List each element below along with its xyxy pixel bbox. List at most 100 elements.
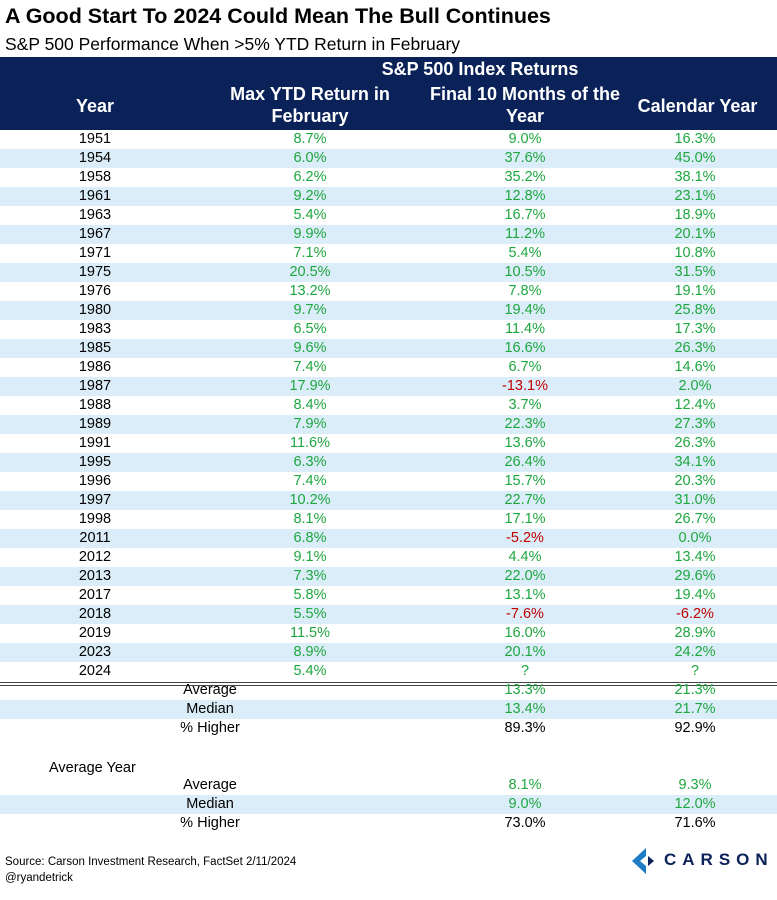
calendar-year-cell: 12.4%	[674, 397, 716, 413]
table-row: 1986 7.4% 6.7% 14.6%	[0, 358, 777, 377]
header-final-10-months: Final 10 Months of the Year	[429, 84, 620, 126]
table-row: 1987 17.9% -13.1% 2.0%	[0, 377, 777, 396]
summary-calendar-year: 92.9%	[674, 720, 716, 736]
year-cell: 1954	[78, 150, 112, 166]
year-cell: 1980	[78, 302, 112, 318]
calendar-year-cell: 19.1%	[674, 283, 716, 299]
table-row: 1961 9.2% 12.8% 23.1%	[0, 187, 777, 206]
table-row: 1958 6.2% 35.2% 38.1%	[0, 168, 777, 187]
table-row: 1985 9.6% 16.6% 26.3%	[0, 339, 777, 358]
max-ytd-cell: 6.5%	[293, 321, 327, 337]
table-row: 1996 7.4% 15.7% 20.3%	[0, 472, 777, 491]
year-cell: 2017	[78, 587, 112, 603]
final-10-months-cell: 11.4%	[504, 321, 546, 337]
summary-row: Average 13.3% 21.3%	[0, 681, 777, 700]
summary-calendar-year: 9.3%	[678, 777, 712, 793]
header-max-ytd: Max YTD Return in February	[230, 84, 390, 126]
summary-label: Median	[186, 796, 234, 812]
year-cell: 1961	[78, 188, 112, 204]
max-ytd-cell: 8.7%	[293, 131, 327, 147]
year-cell: 2018	[78, 606, 112, 622]
year-cell: 2012	[78, 549, 112, 565]
year-cell: 2023	[78, 644, 112, 660]
year-cell: 1987	[78, 378, 112, 394]
logo-text: CARSON	[664, 850, 774, 869]
final-10-months-cell: 5.4%	[508, 245, 542, 261]
max-ytd-cell: 5.8%	[293, 587, 327, 603]
year-cell: 1988	[78, 397, 112, 413]
table-row: 1975 20.5% 10.5% 31.5%	[0, 263, 777, 282]
calendar-year-cell: 34.1%	[674, 454, 716, 470]
year-cell: 2024	[78, 663, 112, 679]
chart-title: A Good Start To 2024 Could Mean The Bull…	[5, 4, 551, 28]
average-year-label: Average Year	[49, 760, 136, 776]
carson-chevron-icon	[632, 848, 654, 874]
max-ytd-cell: 9.6%	[293, 340, 327, 356]
author-handle: @ryandetrick	[5, 872, 73, 884]
calendar-year-cell: 2.0%	[678, 378, 712, 394]
max-ytd-cell: 9.2%	[293, 188, 327, 204]
summary-label: Average	[183, 777, 237, 793]
max-ytd-cell: 6.8%	[293, 530, 327, 546]
year-cell: 1963	[78, 207, 112, 223]
table-row: 2023 8.9% 20.1% 24.2%	[0, 643, 777, 662]
header-year: Year	[75, 96, 115, 116]
summary-label: % Higher	[180, 720, 240, 736]
max-ytd-cell: 7.1%	[293, 245, 327, 261]
max-ytd-cell: 6.3%	[293, 454, 327, 470]
header-calendar-year: Calendar Year	[637, 96, 758, 116]
year-cell: 1991	[78, 435, 112, 451]
carson-logo: CARSON	[630, 847, 768, 875]
max-ytd-cell: 13.2%	[289, 283, 331, 299]
final-10-months-cell: 13.6%	[504, 435, 546, 451]
final-10-months-cell: 3.7%	[508, 397, 542, 413]
max-ytd-cell: 7.3%	[293, 568, 327, 584]
table-row: 1998 8.1% 17.1% 26.7%	[0, 510, 777, 529]
year-cell: 1971	[78, 245, 112, 261]
summary-label: Average	[183, 682, 237, 698]
calendar-year-cell: 26.7%	[674, 511, 716, 527]
year-cell: 1997	[78, 492, 112, 508]
final-10-months-cell: 9.0%	[508, 131, 542, 147]
calendar-year-cell: 18.9%	[674, 207, 716, 223]
max-ytd-cell: 11.5%	[289, 625, 331, 641]
max-ytd-cell: 5.4%	[293, 663, 327, 679]
calendar-year-cell: 10.8%	[674, 245, 716, 261]
header-group-label: S&P 500 Index Returns	[381, 59, 579, 79]
calendar-year-cell: 0.0%	[678, 530, 712, 546]
summary-final-10-months: 13.3%	[504, 682, 546, 698]
max-ytd-cell: 9.1%	[293, 549, 327, 565]
year-cell: 1976	[78, 283, 112, 299]
summary-final-10-months: 9.0%	[508, 796, 542, 812]
calendar-year-cell: 45.0%	[674, 150, 716, 166]
summary-calendar-year: 21.3%	[674, 682, 716, 698]
summary-calendar-year: 21.7%	[674, 701, 716, 717]
summary-row: Average 8.1% 9.3%	[0, 776, 777, 795]
final-10-months-cell: 7.8%	[508, 283, 542, 299]
calendar-year-cell: 24.2%	[674, 644, 716, 660]
summary-row: % Higher 89.3% 92.9%	[0, 719, 777, 738]
calendar-year-cell: 25.8%	[674, 302, 716, 318]
max-ytd-cell: 6.0%	[293, 150, 327, 166]
calendar-year-cell: 26.3%	[674, 340, 716, 356]
year-cell: 1989	[78, 416, 112, 432]
year-cell: 1998	[78, 511, 112, 527]
max-ytd-cell: 11.6%	[289, 435, 331, 451]
summary-final-10-months: 89.3%	[504, 720, 546, 736]
table-row: 1967 9.9% 11.2% 20.1%	[0, 225, 777, 244]
year-cell: 1958	[78, 169, 112, 185]
summary-label: Median	[186, 701, 234, 717]
final-10-months-cell: -7.6%	[506, 606, 544, 622]
year-cell: 2011	[79, 530, 111, 546]
calendar-year-cell: 26.3%	[674, 435, 716, 451]
final-10-months-cell: 6.7%	[508, 359, 542, 375]
table-row: 2017 5.8% 13.1% 19.4%	[0, 586, 777, 605]
final-10-months-cell: 13.1%	[504, 587, 546, 603]
calendar-year-cell: 19.4%	[674, 587, 716, 603]
calendar-year-cell: 27.3%	[674, 416, 716, 432]
table-header	[0, 57, 777, 130]
year-cell: 2019	[78, 625, 112, 641]
calendar-year-cell: 20.1%	[674, 226, 716, 242]
table-row: 1991 11.6% 13.6% 26.3%	[0, 434, 777, 453]
year-cell: 1967	[78, 226, 112, 242]
